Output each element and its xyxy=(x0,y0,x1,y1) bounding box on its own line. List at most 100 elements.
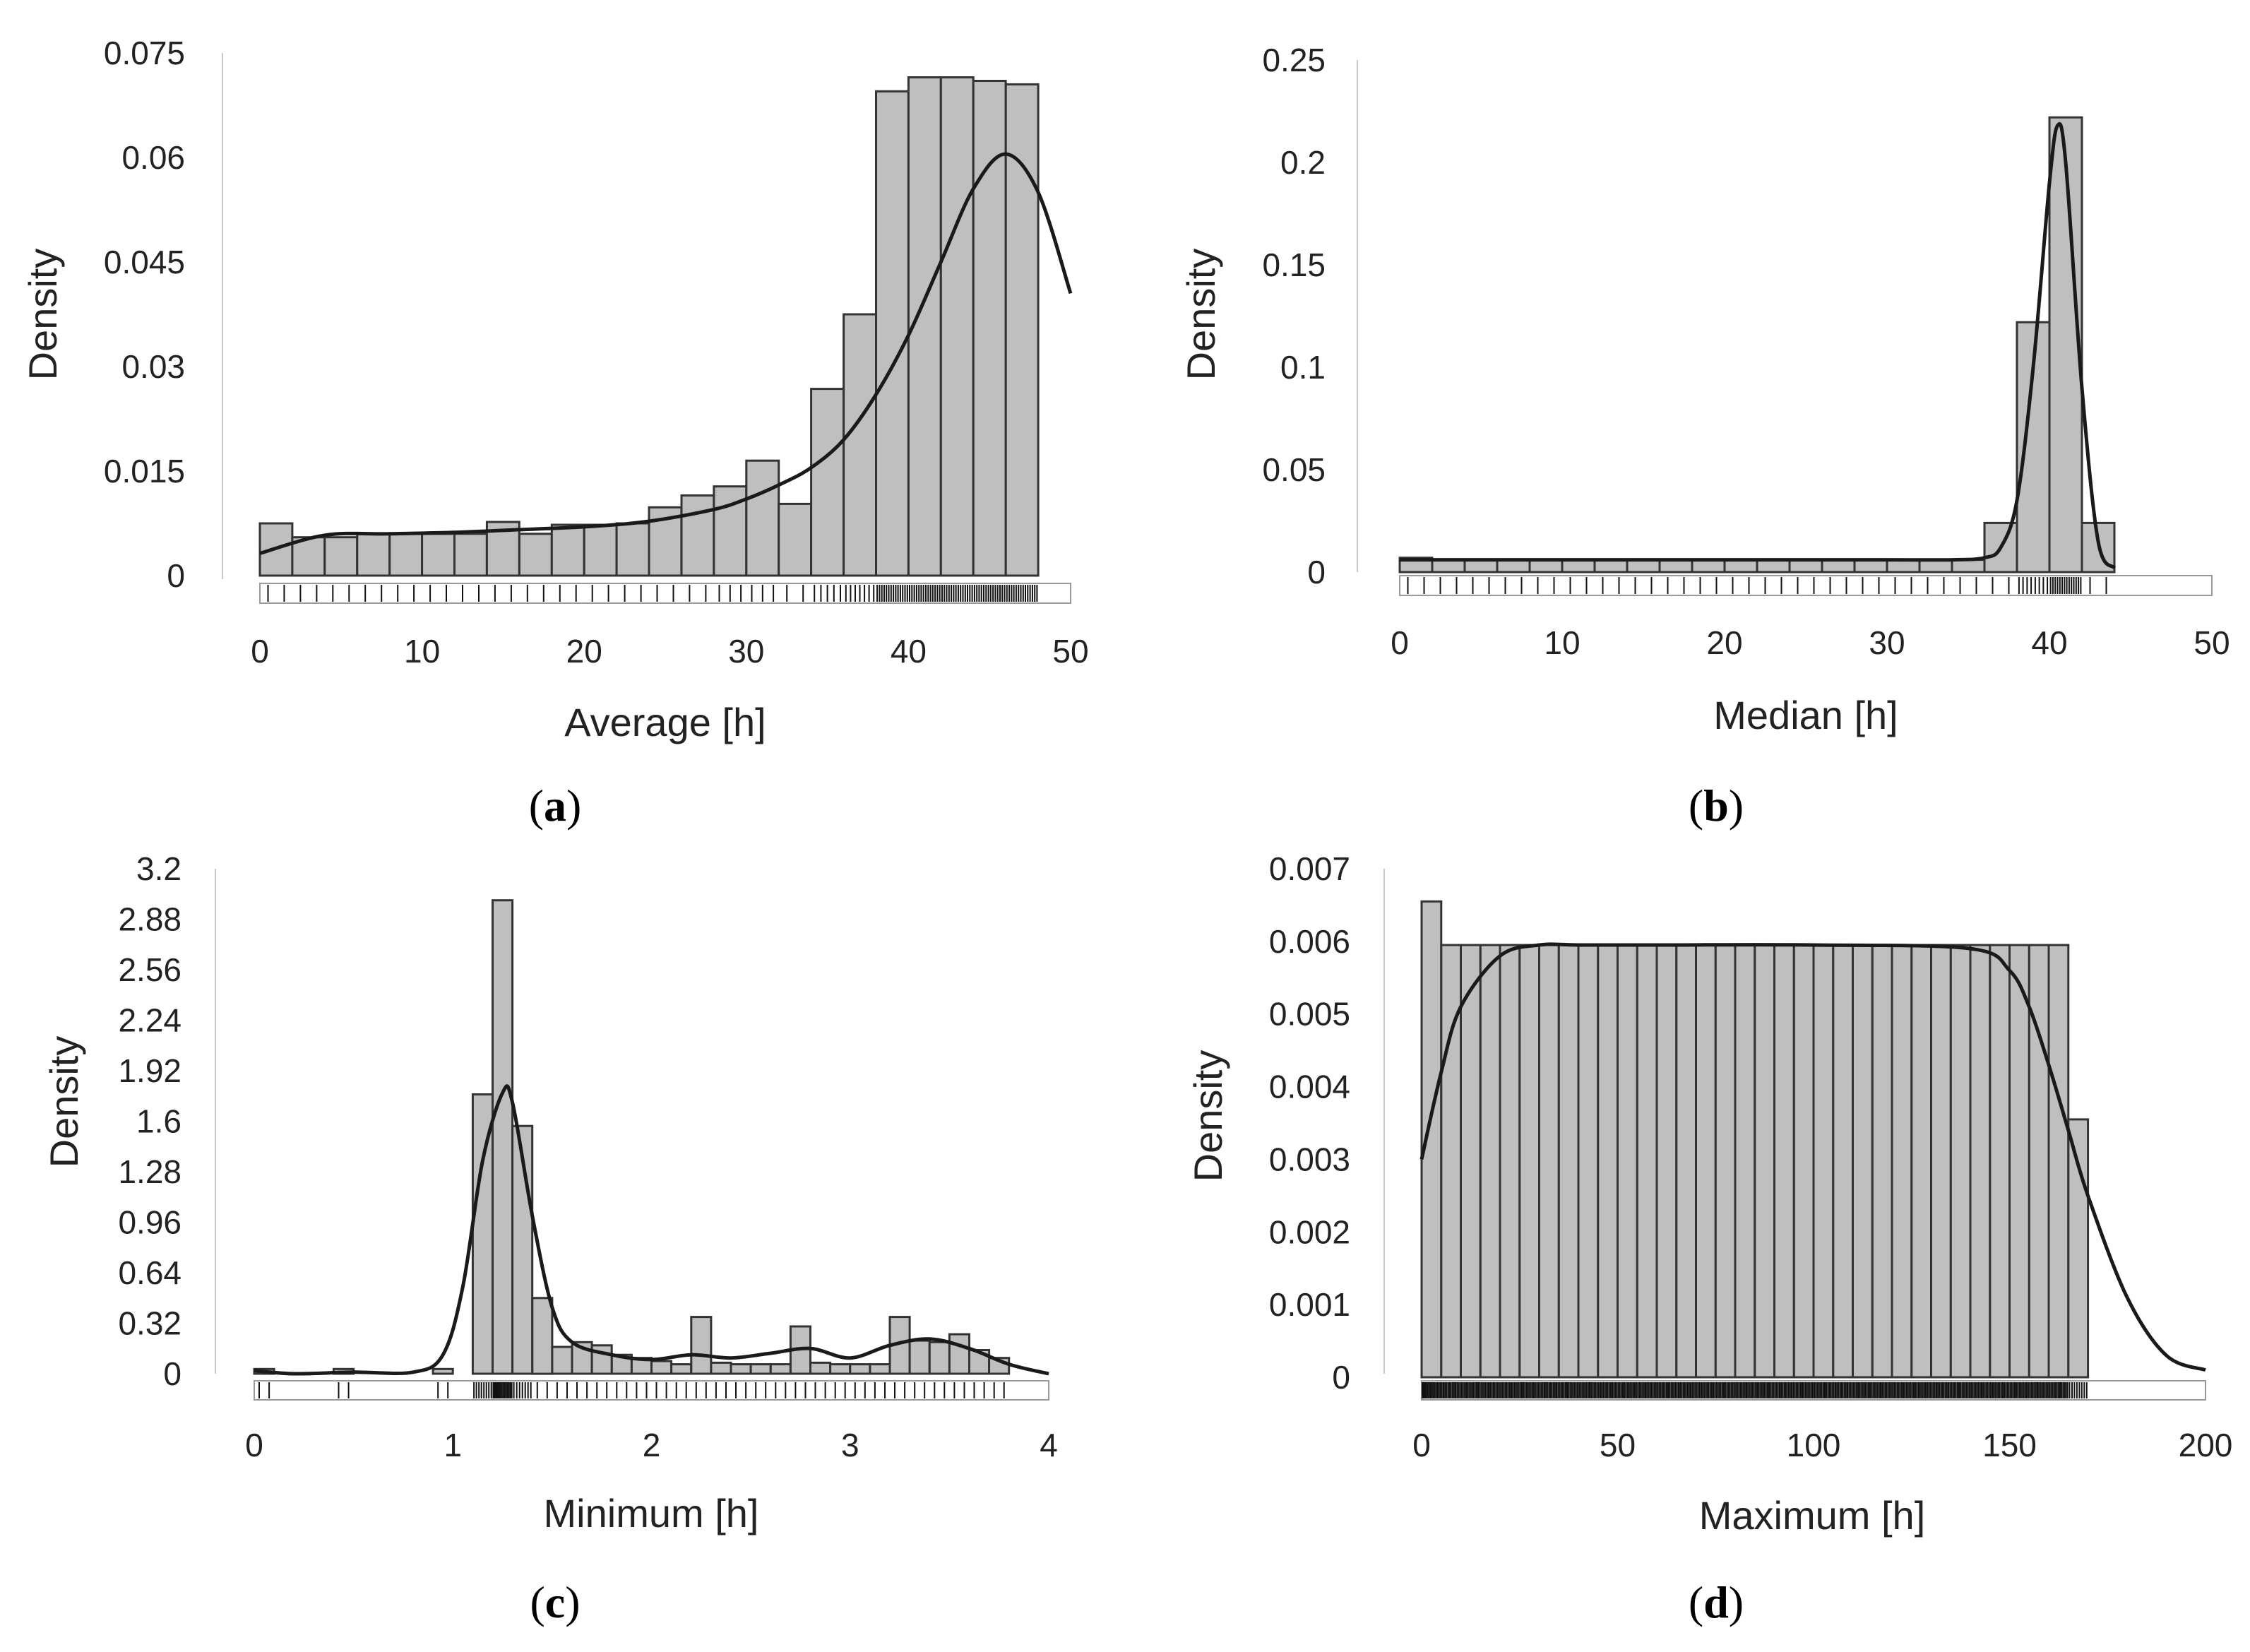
histogram-bar xyxy=(2047,944,2070,1379)
histogram-bar xyxy=(550,523,585,577)
y-axis-title: Density xyxy=(20,249,65,381)
histogram-bar xyxy=(1577,944,1600,1379)
histogram-bar xyxy=(769,1363,792,1375)
x-tick-label: 0 xyxy=(245,1427,263,1463)
bars-group xyxy=(253,899,1011,1375)
x-tick-label: 1 xyxy=(444,1427,463,1463)
x-tick-label: 4 xyxy=(1040,1427,1058,1463)
histogram-bar xyxy=(1675,944,1698,1379)
histogram-bar xyxy=(1723,559,1758,574)
y-tick-label: 1.92 xyxy=(118,1052,181,1089)
x-tick-label: 50 xyxy=(1052,633,1088,670)
y-tick-label: 1.6 xyxy=(136,1103,181,1140)
x-tick-label: 0 xyxy=(1391,624,1409,661)
histogram-bar xyxy=(875,90,910,577)
histogram-bar xyxy=(939,76,975,577)
x-tick-labels: 0 10 20 30 40 50 xyxy=(1391,624,2230,661)
y-tick-label: 0.007 xyxy=(1269,850,1350,887)
histogram-bar xyxy=(1626,559,1661,574)
bars-group xyxy=(1398,116,2116,574)
histogram-bar xyxy=(1479,944,1501,1379)
histogram-bar xyxy=(745,459,780,577)
panel-label: (d) xyxy=(1689,1577,1744,1627)
x-tick-labels: 0 1 2 3 4 xyxy=(245,1427,1058,1463)
histogram-bar xyxy=(1792,944,1815,1379)
histogram-bar xyxy=(1561,559,1596,574)
x-tick-label: 50 xyxy=(1600,1427,1636,1463)
histogram-bar xyxy=(843,313,877,577)
y-tick-label: 0.004 xyxy=(1269,1069,1350,1105)
y-tick-label: 0.15 xyxy=(1262,246,1326,283)
panel-label-letter: c xyxy=(545,1577,565,1627)
panel-c-minimum: 00.320.640.961.281.61.922.242.562.883.2 … xyxy=(42,850,1058,1627)
y-tick-label: 0 xyxy=(1332,1359,1350,1396)
histogram-bar xyxy=(1496,559,1531,574)
x-tick-label: 100 xyxy=(1787,1427,1841,1463)
histogram-bar xyxy=(778,502,813,577)
histogram-bar xyxy=(1655,944,1678,1379)
panel-label: (c) xyxy=(530,1577,580,1627)
histogram-bar xyxy=(1886,559,1921,574)
histogram-bar xyxy=(908,1339,931,1375)
x-tick-label: 0 xyxy=(251,633,269,670)
rug-group xyxy=(258,1382,1005,1398)
y-tick-label: 0.96 xyxy=(118,1204,181,1241)
histogram-bar xyxy=(1714,944,1737,1379)
y-tick-label: 0.001 xyxy=(1269,1286,1350,1323)
x-tick-labels: 0 50 100 150 200 xyxy=(1412,1427,2232,1463)
histogram-bar xyxy=(1891,944,1913,1379)
x-tick-label: 40 xyxy=(891,633,927,670)
histogram-bar xyxy=(615,522,650,577)
histogram-bar xyxy=(431,1367,454,1375)
density-curve xyxy=(259,152,1073,555)
histogram-bar xyxy=(690,1316,713,1375)
histogram-bar xyxy=(1821,559,1856,574)
histogram-bar xyxy=(1463,559,1499,574)
y-tick-label: 0.015 xyxy=(104,453,185,489)
histogram-bar xyxy=(810,388,845,577)
y-axis-title: Density xyxy=(42,1036,86,1168)
rug-strip xyxy=(1421,1380,2206,1401)
histogram-bar xyxy=(809,1361,832,1375)
x-tick-label: 40 xyxy=(2031,624,2067,661)
x-tick-label: 30 xyxy=(728,633,764,670)
panel-label-letter: a xyxy=(544,780,566,831)
y-tick-label: 0 xyxy=(1307,554,1326,590)
histogram-bar xyxy=(453,533,488,577)
histogram-bar xyxy=(1949,944,1972,1379)
y-tick-label: 3.2 xyxy=(136,850,181,887)
histogram-bar xyxy=(1460,944,1482,1379)
histogram-bar xyxy=(551,1345,573,1375)
density-curve xyxy=(1419,942,2206,1372)
y-tick-labels: 0 0.001 0.002 0.003 0.004 0.005 0.006 0.007 xyxy=(1269,850,1350,1396)
x-tick-label: 10 xyxy=(404,633,440,670)
y-tick-label: 0 xyxy=(167,557,185,594)
histogram-bar xyxy=(1812,944,1835,1379)
x-tick-label: 200 xyxy=(2179,1427,2233,1463)
histogram-bar xyxy=(1734,944,1756,1379)
y-tick-label: 1.28 xyxy=(118,1153,181,1190)
histogram-bar xyxy=(849,1363,871,1375)
y-tick-label: 0.25 xyxy=(1262,42,1326,78)
y-tick-label: 0.003 xyxy=(1269,1141,1350,1177)
histogram-bar xyxy=(1969,944,1992,1379)
rug-group xyxy=(1422,1382,2088,1398)
density-curve xyxy=(254,1084,1049,1376)
histogram-bar xyxy=(323,536,359,577)
y-tick-label: 0.32 xyxy=(118,1305,181,1342)
rug-group xyxy=(1407,577,2107,594)
histogram-bar xyxy=(1597,944,1619,1379)
histogram-bar xyxy=(1910,944,1933,1379)
histogram-bar xyxy=(1871,944,1893,1379)
x-tick-label: 20 xyxy=(566,633,602,670)
x-axis-title: Average [h] xyxy=(564,700,766,744)
histogram-bar xyxy=(710,1361,732,1375)
histogram-bar xyxy=(421,533,456,577)
x-tick-label: 50 xyxy=(2194,624,2230,661)
histogram-bar xyxy=(670,1363,693,1375)
histogram-bar xyxy=(1528,559,1564,574)
panel-label-letter: b xyxy=(1703,780,1729,831)
histogram-bar xyxy=(1593,559,1629,574)
panel-a-average: 0 0.015 0.03 0.045 0.06 0.075 0 10 20 30 40 50 Ave… xyxy=(20,35,1089,831)
x-tick-label: 10 xyxy=(1544,624,1580,661)
